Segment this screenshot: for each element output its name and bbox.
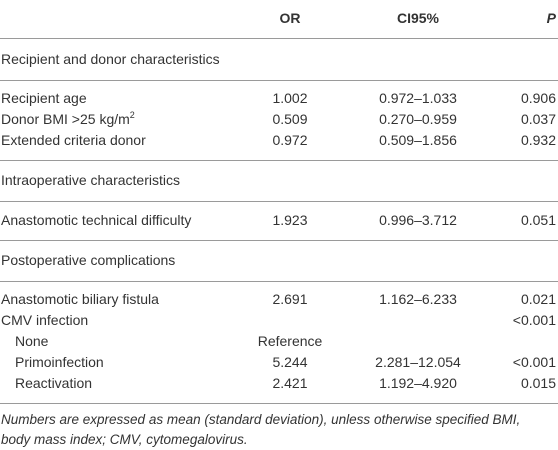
label-text: Primoinfection	[15, 354, 104, 370]
or-cell: 0.972	[272, 132, 308, 148]
rule	[0, 240, 558, 241]
ci-cell: 0.996–3.712	[379, 212, 457, 228]
rule	[0, 403, 558, 404]
row-label: Donor BMI >25 kg/m2	[1, 109, 135, 130]
label-text: Anastomotic technical difficulty	[1, 212, 192, 228]
label-text: CMV infection	[1, 312, 89, 328]
ci-cell: 0.972–1.033	[379, 90, 457, 106]
header-cell: CI95%	[396, 10, 440, 26]
row-label: Anastomotic technical difficulty	[1, 210, 191, 231]
row-label: Anastomotic biliary fistula	[1, 289, 159, 310]
section-title: Recipient and donor characteristics	[1, 51, 220, 67]
p-cell: 0.932	[520, 132, 556, 148]
p-cell: 0.015	[520, 375, 556, 391]
label-text: Anastomotic biliary fistula	[1, 291, 159, 307]
data-row: Recipient age 1.002 0.972–1.033 0.906	[0, 88, 558, 109]
p-cell: <0.001	[512, 312, 556, 328]
ci-cell: 0.509–1.856	[379, 132, 457, 148]
or-cell: 2.421	[272, 375, 308, 391]
row-label: Extended criteria donor	[1, 130, 146, 151]
rule	[0, 38, 558, 39]
rule	[0, 80, 558, 81]
row-label: Recipient age	[1, 88, 87, 109]
data-row: Anastomotic technical difficulty 1.923 0.9…	[0, 210, 558, 231]
data-row: Reactivation 2.421 1.192–4.920 0.015	[0, 373, 558, 394]
or-cell: 1.002	[272, 90, 308, 106]
row-label: None	[15, 331, 48, 352]
or-cell: 1.923	[272, 212, 308, 228]
rule	[0, 160, 558, 161]
label-text: Donor BMI >25 kg/m	[1, 111, 130, 127]
label-text: Recipient age	[1, 90, 87, 106]
data-row: Primoinfection 5.244 2.281–12.054 <0.001	[0, 352, 558, 373]
section-row: Postoperative complications	[0, 250, 558, 271]
section-row: Recipient and donor characteristics	[0, 49, 558, 70]
header-row: OR CI95% P	[0, 8, 558, 29]
label-text: Reactivation	[15, 375, 93, 391]
ci-cell: 1.162–6.233	[379, 291, 457, 307]
ci-cell: 1.192–4.920	[379, 375, 457, 391]
p-cell: 0.037	[520, 111, 556, 127]
section-title: Intraoperative characteristics	[1, 172, 180, 188]
section-row: Intraoperative characteristics	[0, 170, 558, 191]
label-superscript: 2	[129, 110, 135, 120]
ci-cell: 2.281–12.054	[375, 354, 461, 370]
or-cell: Reference	[257, 333, 323, 349]
p-cell: <0.001	[512, 354, 556, 370]
p-cell: 0.051	[520, 212, 556, 228]
data-row: CMV infection <0.001	[0, 310, 558, 331]
data-row: Anastomotic biliary fistula 2.691 1.162–6.…	[0, 289, 558, 310]
or-cell: 2.691	[272, 291, 308, 307]
data-row: None Reference	[0, 331, 558, 352]
data-row: Donor BMI >25 kg/m2 0.509 0.270–0.959 0.037	[0, 109, 558, 130]
label-text: None	[15, 333, 49, 349]
label-text: Extended criteria donor	[1, 132, 146, 148]
ci-cell: 0.270–0.959	[379, 111, 457, 127]
row-label: Primoinfection	[15, 352, 104, 373]
rule	[0, 281, 558, 282]
row-label: Reactivation	[15, 373, 92, 394]
section-title: Postoperative complications	[1, 252, 176, 268]
footnote: Numbers are expressed as mean (standard …	[1, 412, 521, 447]
data-row: Extended criteria donor 0.972 0.509–1.856 0…	[0, 130, 558, 151]
or-cell: 0.509	[272, 111, 308, 127]
row-label: CMV infection	[1, 310, 88, 331]
header-cell: OR	[279, 10, 301, 26]
p-cell: 0.906	[520, 90, 556, 106]
header-cell: P	[546, 10, 556, 26]
rule	[0, 201, 558, 202]
p-cell: 0.021	[520, 291, 556, 307]
or-cell: 5.244	[272, 354, 308, 370]
